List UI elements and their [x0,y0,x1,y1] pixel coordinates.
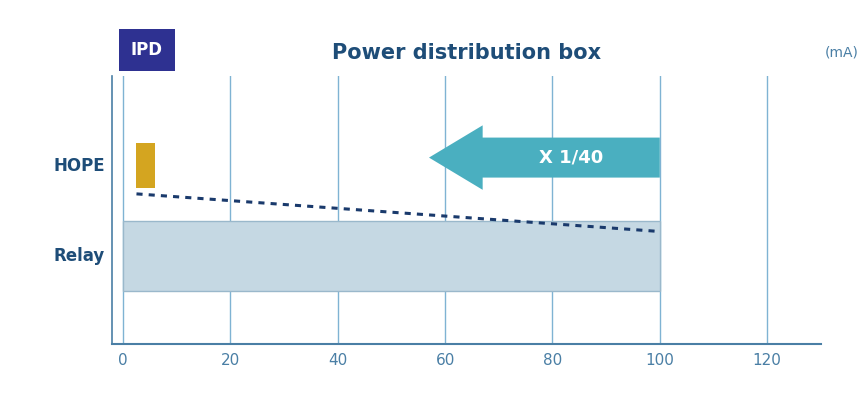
Title: Power distribution box: Power distribution box [332,43,601,63]
Polygon shape [429,125,660,190]
Text: Relay: Relay [54,247,105,265]
Bar [123,221,660,291]
Bar [137,143,156,189]
Text: IPD: IPD [130,42,162,59]
Text: (mA): (mA) [825,45,859,60]
Text: X 1/40: X 1/40 [539,149,603,167]
Text: HOPE: HOPE [54,157,105,175]
